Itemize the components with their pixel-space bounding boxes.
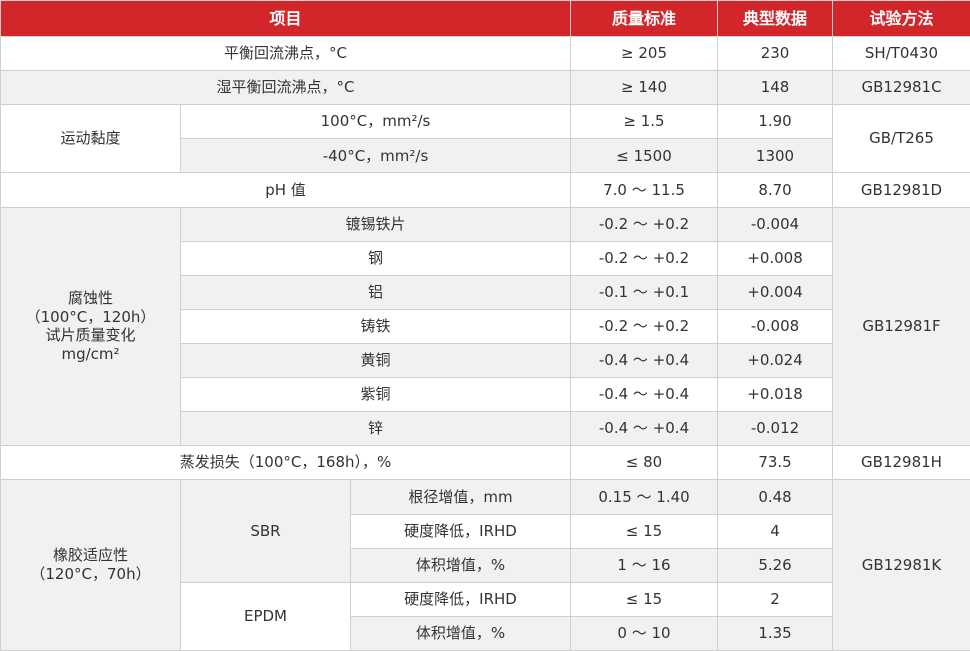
standard: -0.4 ～ +0.4 <box>570 342 719 379</box>
item: 紫铜 <box>179 377 572 413</box>
item: 湿平衡回流沸点，°C <box>0 70 572 106</box>
standard: ≤ 1500 <box>570 138 719 174</box>
item: 黄铜 <box>179 342 572 379</box>
subgroup: SBR <box>180 479 351 583</box>
row: 腐蚀性 （100°C，120h） 试片质量变化 mg/cm² 镀锡铁片 -0.2 ～ +0… <box>0 206 970 447</box>
row: 紫铜 -0.4 ～ +0.4 +0.018 <box>0 377 970 413</box>
subgroup: EPDM <box>180 581 351 651</box>
typical: 0.48 <box>717 479 834 515</box>
group: 腐蚀性 （100°C，120h） 试片质量变化 mg/cm² <box>0 206 181 447</box>
standard: 0 ～ 10 <box>570 615 719 651</box>
row: 蒸发损失（100°C，168h），% ≤ 80 73.5 GB12981H <box>0 445 970 481</box>
standard: 1 ～ 16 <box>570 547 719 583</box>
typical: +0.024 <box>717 342 834 379</box>
group-line: 橡胶适应性 <box>52 546 128 565</box>
standard: ≤ 15 <box>570 513 719 549</box>
group: 橡胶适应性 （120°C，70h） <box>0 479 181 651</box>
item: 钢 <box>179 240 572 276</box>
group-line: 腐蚀性 <box>67 288 113 307</box>
typical: 2 <box>717 581 834 617</box>
row: 平衡回流沸点，°C ≥ 205 230 SH/T0430 <box>0 35 970 72</box>
standard: -0.2 ～ +0.2 <box>570 206 719 242</box>
group-line: 试片质量变化 <box>45 326 136 345</box>
header-cell: 试验方法 <box>832 0 970 37</box>
standard: 7.0 ～ 11.5 <box>570 172 719 208</box>
item: 体积增值，% <box>349 547 572 583</box>
item: pH 值 <box>0 172 572 208</box>
standard: ≥ 1.5 <box>570 104 719 140</box>
item: -40°C，mm²/s <box>179 138 572 174</box>
row: pH 值 7.0 ～ 11.5 8.70 GB12981D <box>0 172 970 208</box>
standard: -0.2 ～ +0.2 <box>570 240 719 276</box>
standard: ≥ 140 <box>570 70 719 106</box>
row: 湿平衡回流沸点，°C ≥ 140 148 GB12981C <box>0 70 970 106</box>
row: 橡胶适应性 （120°C，70h） SBR 根径增值，mm 0.15 ～ 1.40 0.4… <box>0 479 970 651</box>
typical: +0.004 <box>717 274 834 310</box>
standard: ≤ 80 <box>570 445 719 481</box>
typical: +0.018 <box>717 377 834 413</box>
item: 体积增值，% <box>349 615 572 651</box>
method: GB12981D <box>832 172 970 208</box>
header-row: 项目 质量标准 典型数据 试验方法 <box>0 0 970 37</box>
standard: -0.1 ～ +0.1 <box>570 274 719 310</box>
group-line: mg/cm² <box>61 345 120 364</box>
item: 根径增值，mm <box>349 479 572 515</box>
header-cell: 项目 <box>0 0 572 37</box>
group-line: （120°C，70h） <box>30 565 151 584</box>
group-line: （100°C，120h） <box>25 307 156 326</box>
item: 铸铁 <box>179 308 572 344</box>
typical: 5.26 <box>717 547 834 583</box>
standard: -0.4 ～ +0.4 <box>570 411 719 447</box>
typical: 1.35 <box>717 615 834 651</box>
method: GB/T265 <box>832 104 970 174</box>
method: GB12981F <box>832 206 970 447</box>
standard: -0.4 ～ +0.4 <box>570 377 719 413</box>
item: 锌 <box>179 411 572 447</box>
typical: 1.90 <box>717 104 834 140</box>
header-cell: 典型数据 <box>717 0 834 37</box>
row: -40°C，mm²/s ≤ 1500 1300 <box>0 138 970 174</box>
typical: 1300 <box>717 138 834 174</box>
header-cell: 质量标准 <box>570 0 719 37</box>
typical: 230 <box>717 35 834 72</box>
typical: -0.008 <box>717 308 834 344</box>
item: 镀锡铁片 <box>179 206 572 242</box>
typical: -0.004 <box>717 206 834 242</box>
item: 平衡回流沸点，°C <box>0 35 572 72</box>
standard: -0.2 ～ +0.2 <box>570 308 719 344</box>
row: 运动黏度 100°C，mm²/s ≥ 1.5 1.90 GB/T265 <box>0 104 970 174</box>
item: 蒸发损失（100°C，168h），% <box>0 445 572 481</box>
typical: +0.008 <box>717 240 834 276</box>
method: GB12981C <box>832 70 970 106</box>
method: SH/T0430 <box>832 35 970 72</box>
item: 硬度降低，IRHD <box>349 581 572 617</box>
typical: 148 <box>717 70 834 106</box>
item: 铝 <box>179 274 572 310</box>
method: GB12981K <box>832 479 970 651</box>
group: 运动黏度 <box>0 104 181 174</box>
standard: ≥ 205 <box>570 35 719 72</box>
typical: -0.012 <box>717 411 834 447</box>
typical: 4 <box>717 513 834 549</box>
item: 100°C，mm²/s <box>179 104 572 140</box>
typical: 73.5 <box>717 445 834 481</box>
method: GB12981H <box>832 445 970 481</box>
typical: 8.70 <box>717 172 834 208</box>
standard: ≤ 15 <box>570 581 719 617</box>
item: 硬度降低，IRHD <box>349 513 572 549</box>
standard: 0.15 ～ 1.40 <box>570 479 719 515</box>
